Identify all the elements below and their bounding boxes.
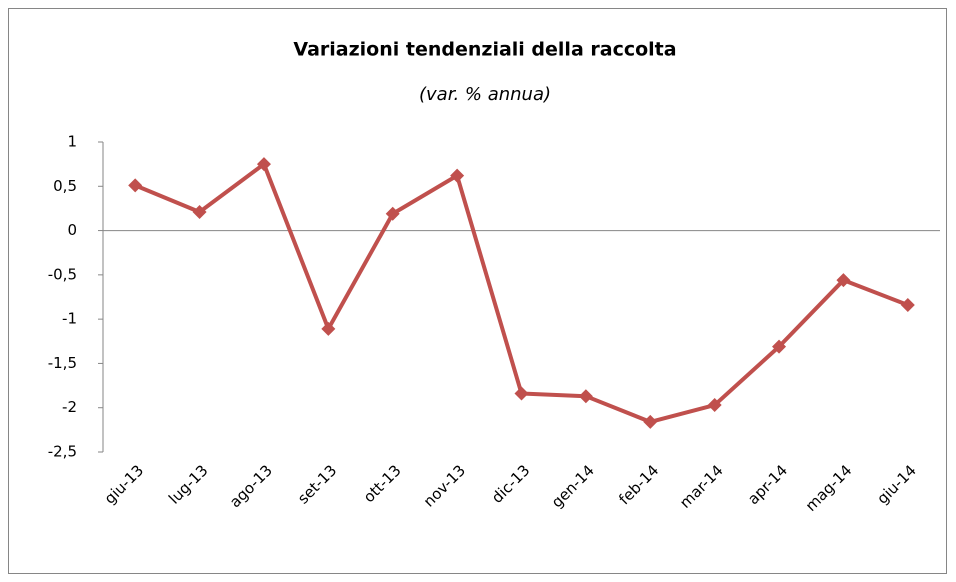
- chart-subtitle: (var. % annua): [419, 84, 551, 105]
- marker: [578, 389, 593, 404]
- y-tick-label: -1: [62, 310, 77, 328]
- chart-border: [8, 8, 947, 574]
- marker: [707, 398, 722, 413]
- y-tick-label: -0,5: [48, 265, 77, 283]
- marker: [772, 339, 787, 354]
- marker: [836, 273, 851, 288]
- marker: [643, 414, 658, 429]
- y-tick-label: -1,5: [48, 354, 77, 372]
- y-tick-label: -2: [62, 398, 77, 416]
- marker: [385, 206, 400, 221]
- y-tick-label: 0: [67, 221, 77, 239]
- marker: [514, 386, 529, 401]
- marker: [321, 321, 336, 336]
- marker: [900, 297, 915, 312]
- marker: [128, 178, 143, 193]
- y-tick-label: 0,5: [53, 177, 77, 195]
- marker: [450, 168, 465, 183]
- chart-title: Variazioni tendenziali della raccolta: [293, 39, 676, 61]
- y-tick-label: -2,5: [48, 443, 77, 461]
- marker: [192, 204, 207, 219]
- marker: [256, 157, 271, 172]
- y-tick-label: 1: [67, 133, 77, 151]
